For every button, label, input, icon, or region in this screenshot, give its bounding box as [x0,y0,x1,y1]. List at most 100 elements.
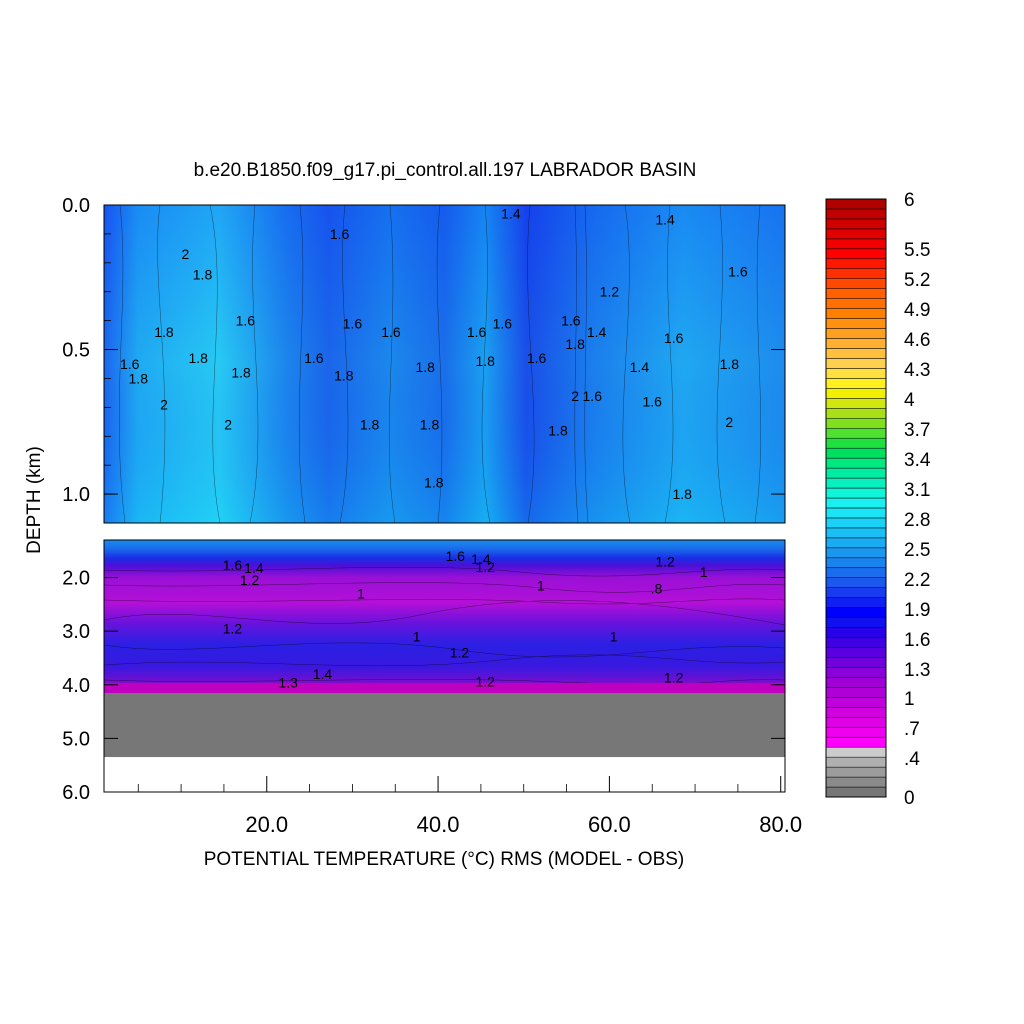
seafloor-land [104,693,785,758]
colorbar-box [825,567,887,578]
colorbar-box [825,318,887,329]
colorbar-box [825,597,887,608]
colorbar-box [825,587,887,598]
colorbar-box [825,368,887,379]
contour-label: 1.6 [381,324,401,340]
colorbar-box [825,557,887,569]
colorbar-box [825,348,887,359]
contour-label: 1.8 [154,324,174,340]
colorbar-box [825,497,887,509]
colorbar-box [825,756,887,768]
contour-label: 1.8 [565,336,585,352]
contour-label: 2 [725,414,733,430]
colorbar-box [825,766,887,778]
contour-label: 1.2 [655,553,675,569]
contour-label: 1.2 [240,572,260,588]
colorbar-boxes [825,198,887,798]
x-axis: 20.0 40.0 60.0 80.0 [137,776,802,837]
colorbar-frame [825,198,887,798]
contour-label: 1.6 [304,350,324,366]
colorbar-box [825,248,887,260]
x-tick-label: 40.0 [417,812,460,837]
contour-label: 1.4 [630,359,650,375]
colorbar-box [825,527,887,539]
contour-label: 1.8 [129,370,149,386]
colorbar-box [825,617,887,628]
contour-label: 1.4 [587,324,607,340]
lower-panel-field [104,540,785,690]
y-tick-label: 0.5 [62,340,90,362]
contour-label: 2 [181,246,189,262]
contour-label: 1.6 [467,324,487,340]
contour-label: 1.6 [223,557,243,573]
colorbar-box [825,298,887,309]
y-tick-label: 3.0 [62,621,90,643]
contour-label: 1 [700,564,708,580]
y-tick-label: 5.0 [62,728,90,750]
colorbar-tick-label: 1.3 [904,660,930,681]
colorbar-box [825,627,887,638]
contour-label: 1.6 [642,394,662,410]
colorbar-tick-label: 4.3 [904,360,930,381]
x-tick-label: 80.0 [759,812,802,837]
upper-panel-frame [103,204,786,524]
colorbar-box [825,577,887,588]
y-tick-label: 4.0 [62,675,90,697]
contour-label: 1.8 [415,359,435,375]
colorbar-box [825,687,887,698]
contour-label: 2 [160,396,168,412]
upper-contour-lines [118,204,762,524]
colorbar-tick-label: .7 [904,719,920,740]
colorbar-tick-label: 2.8 [904,510,930,531]
colorbar-box [825,776,887,788]
contour-label: 1.6 [561,313,581,329]
colorbar-box [825,437,887,449]
colorbar-box [825,667,887,678]
contour-label: 1 [413,629,421,645]
colorbar-box [825,726,887,738]
colorbar-box [825,447,887,459]
upper-contour-labels: 1.4 1.41.621.81.21.61.6 1.61.6 1.61.6 1.61.4… [120,206,748,502]
colorbar-box [825,517,887,529]
colorbar-box [825,717,887,728]
contour-label: 1.8 [231,365,251,381]
upper-panel: 1.4 1.41.621.81.21.61.6 1.61.6 1.61.6 1.61.4… [62,195,786,524]
y-tick-label: 1.0 [62,484,90,506]
y-axis-label: DEPTH (km) [24,446,45,554]
colorbar-box [825,398,887,409]
contour-label: 1.3 [278,675,298,691]
contour-label: 1.6 [236,313,256,329]
contour-label: 1.6 [493,316,513,332]
colorbar-box [825,408,887,419]
contour-label: 1.6 [527,350,547,366]
contour-label: 1.6 [343,316,363,332]
below-bottom-area [104,757,785,792]
colorbar-tick-label: 4 [904,390,915,411]
lower-panel-frame [103,539,786,793]
colorbar-tick-label: 5.5 [904,240,930,261]
colorbar-tick-label: 3.1 [904,480,930,501]
contour-label: 1.8 [548,422,568,438]
contour-label: 1 [357,586,365,602]
chart-title: b.e20.B1850.f09_g17.pi_control.all.197 L… [194,160,697,181]
colorbar-box [825,218,887,230]
colorbar-box [825,388,887,399]
contour-label: 1.8 [188,350,208,366]
colorbar-box [825,358,887,369]
contour-label: 1.8 [424,475,444,491]
colorbar-tick-label: 5.2 [904,270,930,291]
colorbar-box [825,258,887,270]
upper-y-axis: 0.0 0.5 1.0 [62,195,785,524]
colorbar-tick-label: 1 [904,689,915,710]
colorbar: 6 5.5 5.2 4.9 4.6 4.3 4 3.7 3.4 3.1 2.8 2.5 2.2 1.9 1.… [825,190,931,809]
colorbar-box [825,457,887,469]
contour-label: 1.4 [313,666,333,682]
contour-label: 1.8 [475,353,495,369]
contour-label: 1.8 [672,486,692,502]
colorbar-tick-label: 1.9 [904,600,930,621]
colorbar-box [825,467,887,479]
colorbar-box [825,537,887,549]
